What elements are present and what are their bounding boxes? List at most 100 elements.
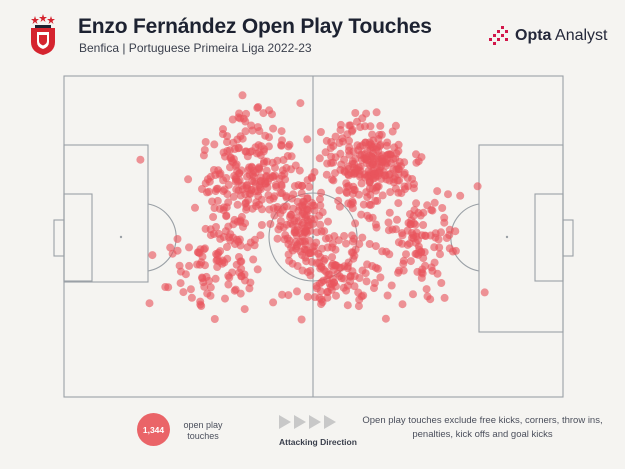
left-penalty-area [63, 144, 149, 283]
touch-marker [229, 192, 238, 201]
touch-marker [357, 179, 366, 188]
touch-marker [322, 170, 331, 179]
touch-marker [320, 227, 329, 236]
touch-marker [445, 225, 454, 234]
touch-marker [351, 109, 360, 117]
touch-marker [277, 182, 286, 191]
touch-marker [193, 260, 202, 269]
page-title: Enzo Fernández Open Play Touches [78, 15, 432, 38]
touch-marker [221, 294, 229, 303]
touch-marker [233, 235, 241, 244]
touch-marker [391, 121, 400, 130]
touch-marker [264, 142, 273, 151]
touch-marker [307, 198, 316, 207]
touch-marker [284, 291, 293, 300]
touch-marker [230, 215, 239, 224]
touch-marker [395, 266, 403, 275]
touch-marker [237, 264, 246, 273]
touch-marker [480, 288, 489, 297]
touch-marker [317, 262, 326, 271]
touch-marker [262, 166, 271, 175]
touch-marker [239, 222, 247, 231]
touch-marker [448, 247, 457, 256]
touch-marker [273, 205, 282, 214]
touch-marker [328, 253, 337, 262]
touch-marker [234, 144, 243, 153]
touch-marker [348, 204, 357, 213]
touch-marker [299, 197, 308, 206]
touch-marker [245, 189, 254, 198]
touch-marker [229, 138, 238, 147]
touch-marker [298, 221, 307, 230]
touch-marker [423, 292, 432, 301]
touch-marker [378, 191, 387, 200]
touch-marker [344, 146, 353, 155]
touch-marker [345, 136, 353, 145]
touch-marker [305, 182, 314, 191]
touch-marker [336, 149, 345, 158]
touch-marker [241, 127, 250, 136]
touch-marker [269, 298, 278, 307]
touch-marker [382, 141, 391, 150]
touch-marker [438, 204, 447, 212]
touch-marker [361, 122, 369, 131]
touch-marker [269, 173, 278, 181]
left-goal [53, 219, 65, 257]
touch-marker [237, 212, 246, 221]
touch-count-badge: 1,344 [137, 413, 170, 446]
opta-mark-icon [489, 26, 508, 45]
touch-marker [372, 108, 381, 117]
opta-analyst-logo: Opta Analyst [487, 24, 607, 48]
touch-marker [307, 257, 316, 266]
touch-marker [398, 239, 407, 248]
touch-marker [412, 199, 421, 208]
touch-marker [335, 202, 344, 211]
touch-marker [402, 250, 410, 259]
touch-marker [227, 156, 236, 165]
touch-marker [357, 292, 366, 301]
touch-marker [368, 184, 377, 193]
touch-marker [435, 243, 444, 252]
touch-marker [277, 127, 286, 136]
touch-marker [355, 172, 364, 181]
touch-marker [384, 218, 393, 227]
touch-marker [200, 146, 209, 154]
touch-marker [335, 263, 344, 272]
touch-marker [324, 217, 332, 226]
page-subtitle: Benfica | Portuguese Primeira Liga 2022-… [79, 41, 312, 55]
touch-marker [321, 254, 329, 263]
touch-marker [340, 155, 349, 164]
touch-marker [315, 154, 324, 163]
touch-marker [335, 272, 344, 281]
touch-marker [201, 138, 210, 146]
touch-marker [290, 216, 299, 225]
touch-marker [442, 234, 451, 242]
touch-marker [233, 200, 242, 209]
touch-marker [371, 220, 380, 229]
touch-marker [185, 261, 194, 270]
touch-marker [203, 289, 212, 298]
touch-marker [301, 253, 310, 262]
touch-marker [270, 192, 279, 201]
attacking-direction-label: Attacking Direction [279, 437, 357, 447]
touch-marker [348, 157, 357, 166]
touch-marker [166, 243, 175, 252]
touch-marker [350, 282, 359, 291]
touch-marker [355, 274, 364, 282]
left-penalty-spot [119, 235, 123, 239]
right-penalty-arc [450, 203, 480, 272]
touch-marker [376, 121, 385, 130]
touch-marker [436, 250, 444, 259]
touch-marker [253, 123, 262, 132]
touch-marker [317, 188, 326, 197]
touch-marker [221, 227, 230, 236]
touch-marker [409, 211, 418, 220]
touch-marker [456, 191, 465, 200]
centre-spot [311, 235, 315, 239]
touch-marker [223, 147, 232, 155]
touch-marker [216, 169, 225, 178]
touch-marker [206, 283, 215, 292]
touch-marker [241, 198, 250, 207]
touch-marker [297, 189, 306, 198]
touch-marker [384, 226, 393, 235]
